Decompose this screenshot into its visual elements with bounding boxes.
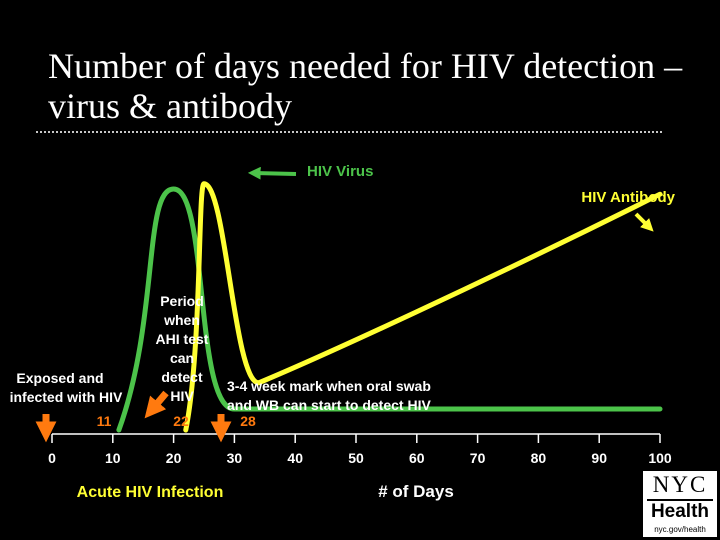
period-label-line: when: [163, 312, 200, 328]
x-tick-label: 60: [409, 450, 425, 466]
period-pointer-arrow: [144, 390, 169, 419]
slide-title: Number of days needed for HIV detection …: [48, 46, 683, 126]
logo-url-text: nyc.gov/health: [654, 525, 706, 534]
nyc-health-logo: NYC Health nyc.gov/health: [643, 471, 717, 537]
x-tick-label: 80: [531, 450, 547, 466]
x-tick-label: 70: [470, 450, 486, 466]
period-label-line: can: [170, 350, 194, 366]
day-22-label: 22: [173, 413, 189, 429]
period-label-line: AHI test: [156, 331, 209, 347]
x-axis-title: # of Days: [378, 482, 454, 501]
virus-label: HIV Virus: [307, 163, 373, 180]
day-11-label: 11: [97, 413, 112, 429]
period-label-line: Period: [160, 293, 204, 309]
day-28-label: 28: [240, 413, 256, 429]
title-divider: [36, 131, 662, 133]
antibody-label: HIV Antibody: [581, 189, 675, 206]
period-label-line: HIV: [170, 388, 194, 404]
x-tick-label: 20: [166, 450, 182, 466]
x-tick-label: 40: [287, 450, 303, 466]
exposed-label-line2: infected with HIV: [10, 389, 123, 405]
x-tick-label: 10: [105, 450, 121, 466]
logo-nyc-text: NYC: [652, 472, 708, 497]
acute-infection-label: Acute HIV Infection: [77, 484, 224, 501]
oral-swab-label-line2: and WB can start to detect HIV: [227, 397, 431, 413]
exposed-label-line1: Exposed and: [16, 370, 103, 386]
logo-health-text: Health: [650, 501, 710, 522]
x-tick-label: 30: [227, 450, 243, 466]
oral-swab-label-line1: 3-4 week mark when oral swab: [227, 378, 431, 394]
hiv-virus-curve: [116, 186, 663, 433]
x-tick-label: 90: [591, 450, 607, 466]
antibody-label-arrow: [634, 212, 654, 232]
period-label-line: detect: [161, 369, 203, 385]
virus-label-arrow: [247, 166, 297, 180]
x-tick-label: 100: [648, 450, 672, 466]
hiv-antibody-curve: [183, 181, 663, 433]
logo-divider: [647, 499, 713, 501]
ahi-period-label: Period when AHI test can detect HIV: [156, 293, 209, 404]
x-tick-label: 50: [348, 450, 364, 466]
x-tick-label: 0: [48, 450, 56, 466]
